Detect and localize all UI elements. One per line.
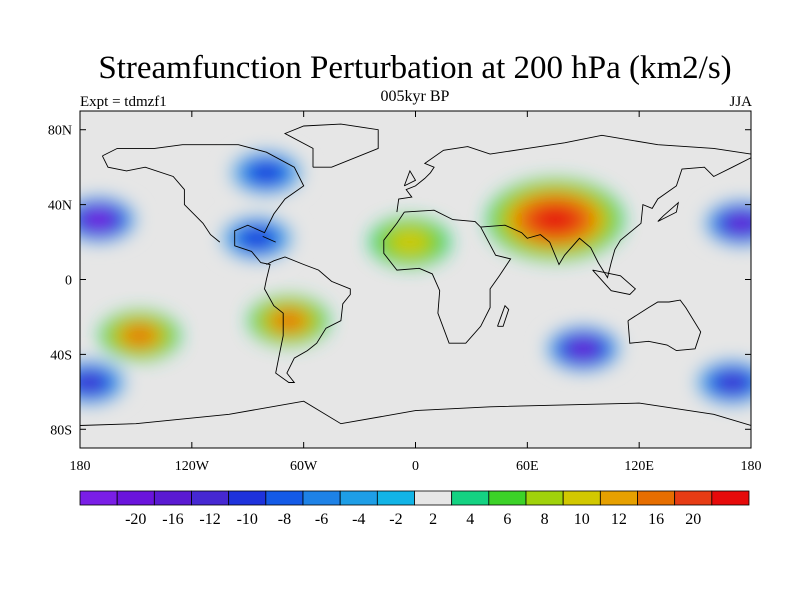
coastline	[283, 123, 379, 168]
colorbar-swatch	[116, 490, 155, 506]
experiment-label: Expt = tdmzf1	[80, 94, 167, 110]
y-tick-label: 0	[65, 274, 72, 289]
contour-blob	[123, 325, 156, 346]
contour-blob	[86, 211, 111, 228]
colorbar-swatch	[711, 490, 750, 506]
x-tick-label: 60W	[290, 459, 318, 474]
contour-blob	[538, 209, 573, 231]
colorbar-swatch	[637, 490, 676, 506]
x-tick-label: 120E	[624, 459, 654, 474]
colorbar-swatch	[451, 490, 490, 506]
map-background	[80, 111, 751, 448]
colorbar-swatch	[376, 490, 415, 506]
colorbar-swatch	[674, 490, 713, 506]
colorbar-label: -12	[199, 511, 220, 528]
colorbar: -20 -16 -12 -10 -8 -6 -4 -2 2 4 6 8 10 12 16 20	[79, 490, 750, 528]
coastline	[497, 304, 510, 327]
coastline	[480, 157, 751, 279]
coastline	[383, 209, 512, 344]
contour-blob	[273, 310, 305, 331]
y-tick-label: 40N	[48, 199, 72, 214]
colorbar-label: 16	[648, 511, 664, 528]
coastline	[262, 235, 276, 243]
streamfunction-field	[80, 148, 751, 407]
chart-title: Streamfunction Perturbation at 200 hPa (…	[98, 50, 732, 86]
colorbar-swatch	[339, 490, 378, 506]
colorbar-label: -20	[125, 511, 146, 528]
colorbar-label: 8	[541, 511, 549, 528]
contour-blob	[80, 373, 104, 392]
contour-blob	[250, 163, 283, 183]
coastline	[657, 201, 680, 222]
colorbar-swatch	[488, 490, 527, 506]
x-tick-label: 180	[741, 459, 762, 474]
season-label: JJA	[729, 94, 752, 110]
colorbar-label: -8	[278, 511, 291, 528]
colorbar-label: 4	[466, 511, 474, 528]
colorbar-label: 2	[429, 511, 437, 528]
colorbar-label: 6	[503, 511, 511, 528]
colorbar-label: -16	[162, 511, 183, 528]
colorbar-swatch	[79, 490, 118, 506]
x-tick-label: 0	[412, 459, 419, 474]
x-tick-label: 120W	[175, 459, 210, 474]
contour-blob	[390, 230, 430, 255]
chart-subtitle: 005kyr BP	[380, 88, 450, 105]
colorbar-swatch	[228, 490, 267, 506]
contour-blob	[570, 340, 597, 357]
colorbar-swatch	[302, 490, 341, 506]
y-tick-label: 40S	[50, 348, 72, 363]
colorbar-swatch	[599, 490, 638, 506]
colorbar-label: 12	[611, 511, 627, 528]
colorbar-swatch	[525, 490, 564, 506]
colorbar-label: 20	[685, 511, 701, 528]
y-tick-label: 80S	[50, 423, 72, 438]
colorbar-label: -2	[389, 511, 402, 528]
coastlines	[80, 123, 751, 426]
coastline	[80, 400, 751, 426]
y-tick-label: 80N	[48, 124, 72, 139]
colorbar-swatch	[265, 490, 304, 506]
colorbar-swatch	[414, 490, 453, 506]
contour-blob	[728, 215, 751, 232]
contour-blob	[241, 228, 273, 249]
colorbar-label: -6	[315, 511, 328, 528]
colorbar-label: 10	[574, 511, 590, 528]
contour-blob	[717, 373, 747, 392]
coastline	[396, 134, 751, 213]
coastline	[627, 299, 702, 352]
coastline	[403, 169, 417, 187]
colorbar-swatch	[562, 490, 601, 506]
coastline	[102, 144, 351, 383]
x-axis: 180 120W 60W 0 60E 120E 180	[70, 111, 762, 474]
colorbar-swatch	[153, 490, 192, 506]
y-axis: 80N 40N 0 40S 80S	[48, 124, 751, 438]
x-tick-label: 180	[70, 459, 91, 474]
coastline	[592, 269, 637, 295]
coastline	[101, 155, 221, 243]
x-tick-label: 60E	[516, 459, 539, 474]
colorbar-label: -10	[237, 511, 258, 528]
colorbar-swatch	[191, 490, 230, 506]
map-plot-area	[80, 111, 751, 448]
colorbar-label: -4	[352, 511, 365, 528]
